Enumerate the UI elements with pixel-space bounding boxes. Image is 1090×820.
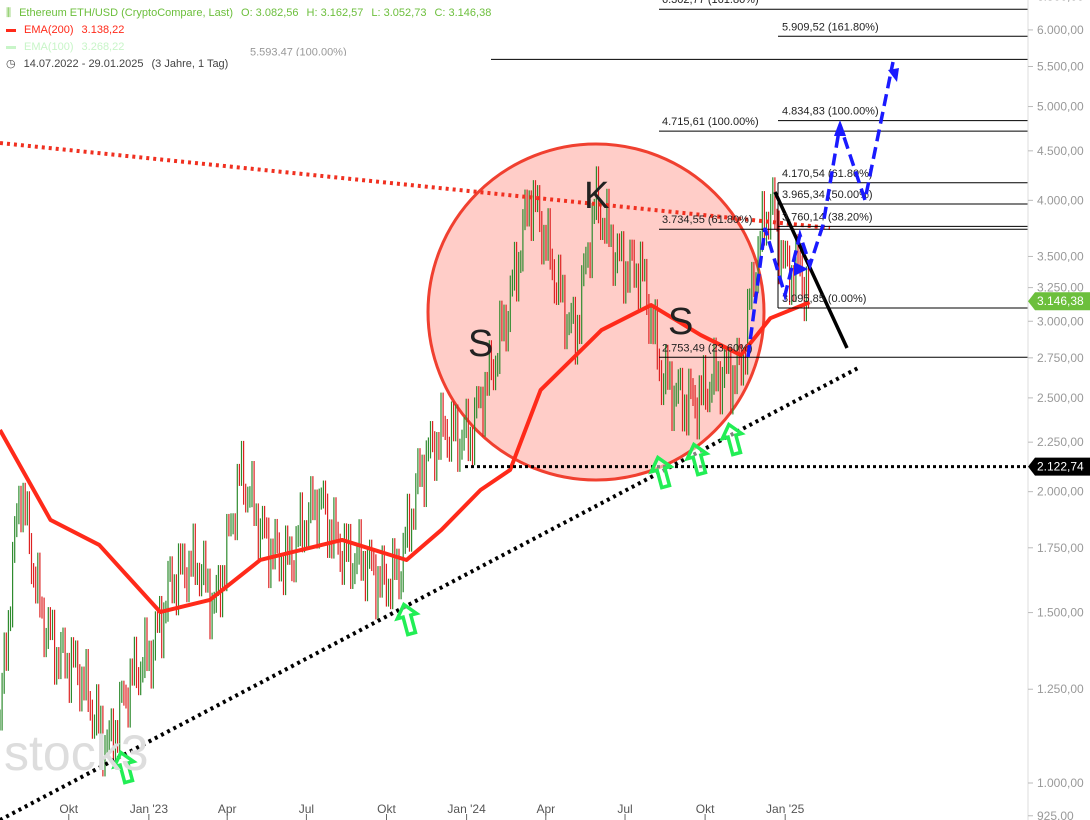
y-tick-label: 3.500,00 [1037,249,1084,263]
fib-right-label: 5.909,52 (161.80%) [782,21,879,33]
price-tag-label: 3.146,38 [1037,294,1084,308]
fib-right-label: 3.760,14 (38.20%) [782,211,873,223]
y-tick-label: 4.000,00 [1037,193,1084,207]
pattern-letter-s-right: S [668,301,693,343]
x-tick-label: Jan '23 [130,802,169,816]
y-tick-label: 3.250,00 [1037,281,1084,295]
y-tick-label: 1.500,00 [1037,606,1084,620]
low-value: L: 3.052,73 [371,7,427,19]
y-tick-label: 6.500,00 [1037,0,1084,3]
projection-arrowhead [794,262,808,276]
close-value: C: 3.146,38 [434,7,492,19]
y-tick-label: 1.250,00 [1037,682,1084,696]
y-tick-label: 5.500,00 [1037,59,1084,73]
y-tick-label: 2.250,00 [1037,435,1084,449]
ema200-value: 3.138,22 [81,24,125,36]
legend-ema200-row[interactable]: EMA(200) 3.138,22 [6,22,491,39]
ema200-line [0,300,811,615]
ema200-swatch-icon [6,29,16,32]
y-tick-label: 6.000,00 [1037,23,1084,37]
legend-ema100-row[interactable]: EMA(100) 3.268,22 [6,39,491,56]
fib-left-label: 6.302,77 (161.80%) [662,0,759,6]
y-tick-label: 3.000,00 [1037,314,1084,328]
candle-icon: ⫼ [6,7,12,19]
y-tick-label: 2.500,00 [1037,391,1084,405]
price-tag-label: 2.122,74 [1037,460,1084,474]
green-up-arrow-icon [684,441,711,477]
period: (3 Jahre, 1 Tag) [151,58,229,70]
x-tick-label: Jan '24 [447,802,486,816]
downtrend-line [773,191,849,349]
clock-icon: ◷ [6,58,16,70]
green-up-arrow-icon [111,749,138,785]
x-tick-label: Jul [299,802,314,816]
resistance-trendline [0,141,831,230]
y-tick-label: 4.500,00 [1037,144,1084,158]
green-up-arrow-icon [648,454,675,490]
open-value: O: 3.082,56 [241,7,299,19]
fib-right-label: 4.170,54 (61.80%) [782,168,873,180]
watermark: stock3 [4,725,149,781]
legend-instrument-row[interactable]: ⫼ Ethereum ETH/USD (CryptoCompare, Last)… [6,5,491,22]
y-tick-label: 2.750,00 [1037,351,1084,365]
x-tick-label: Okt [59,802,78,816]
x-tick-label: Jan '25 [766,802,805,816]
price-tag [1028,457,1090,476]
fib-left-label: 2.753,49 (23.60%) [662,342,753,354]
ema100-value: 3.268,22 [81,41,125,53]
pattern-letter-s-left: S [468,323,493,365]
date-range: 14.07.2022 - 29.01.2025 [23,58,144,70]
sks-pattern-circle [426,142,766,482]
x-tick-label: Apr [218,802,237,816]
x-tick-label: Apr [536,802,555,816]
fib-left-label: 4.715,61 (100.00%) [662,116,759,128]
y-tick-label: 5.000,00 [1037,100,1084,114]
price-tag [1028,292,1090,311]
green-up-arrow-icon [719,421,746,457]
green-up-arrow-icon [394,601,421,637]
legend-range-row[interactable]: ◷ 14.07.2022 - 29.01.2025 (3 Jahre, 1 Ta… [6,56,492,73]
projection-arrowhead [888,68,899,82]
ema100-swatch-icon [6,46,16,49]
instrument-name: Ethereum ETH/USD (CryptoCompare, Last) [19,7,234,19]
x-tick-label: Okt [377,802,396,816]
x-tick-label: Jul [617,802,632,816]
fib-right-label: 3.095,85 (0.00%) [782,293,866,305]
fib-full-label: 5.593,47 (100.00%) [250,46,347,58]
fib-left-label: 3.734,55 (61.80%) [662,214,753,226]
y-tick-label: 925,00 [1037,809,1074,820]
support-trendline [0,365,861,820]
y-tick-label: 1.000,00 [1037,776,1084,790]
legend: ⫼ Ethereum ETH/USD (CryptoCompare, Last)… [6,5,492,73]
pattern-letter-k: K [584,175,609,217]
y-tick-label: 1.750,00 [1037,541,1084,555]
ema200-label: EMA(200) [24,24,74,36]
projection-arrowhead [834,120,846,136]
ema100-label: EMA(100) [24,41,74,53]
high-value: H: 3.162,57 [306,7,364,19]
projection-path [746,61,895,358]
y-tick-label: 2.000,00 [1037,485,1084,499]
x-tick-label: Okt [696,802,715,816]
fib-right-label: 4.834,83 (100.00%) [782,106,879,118]
